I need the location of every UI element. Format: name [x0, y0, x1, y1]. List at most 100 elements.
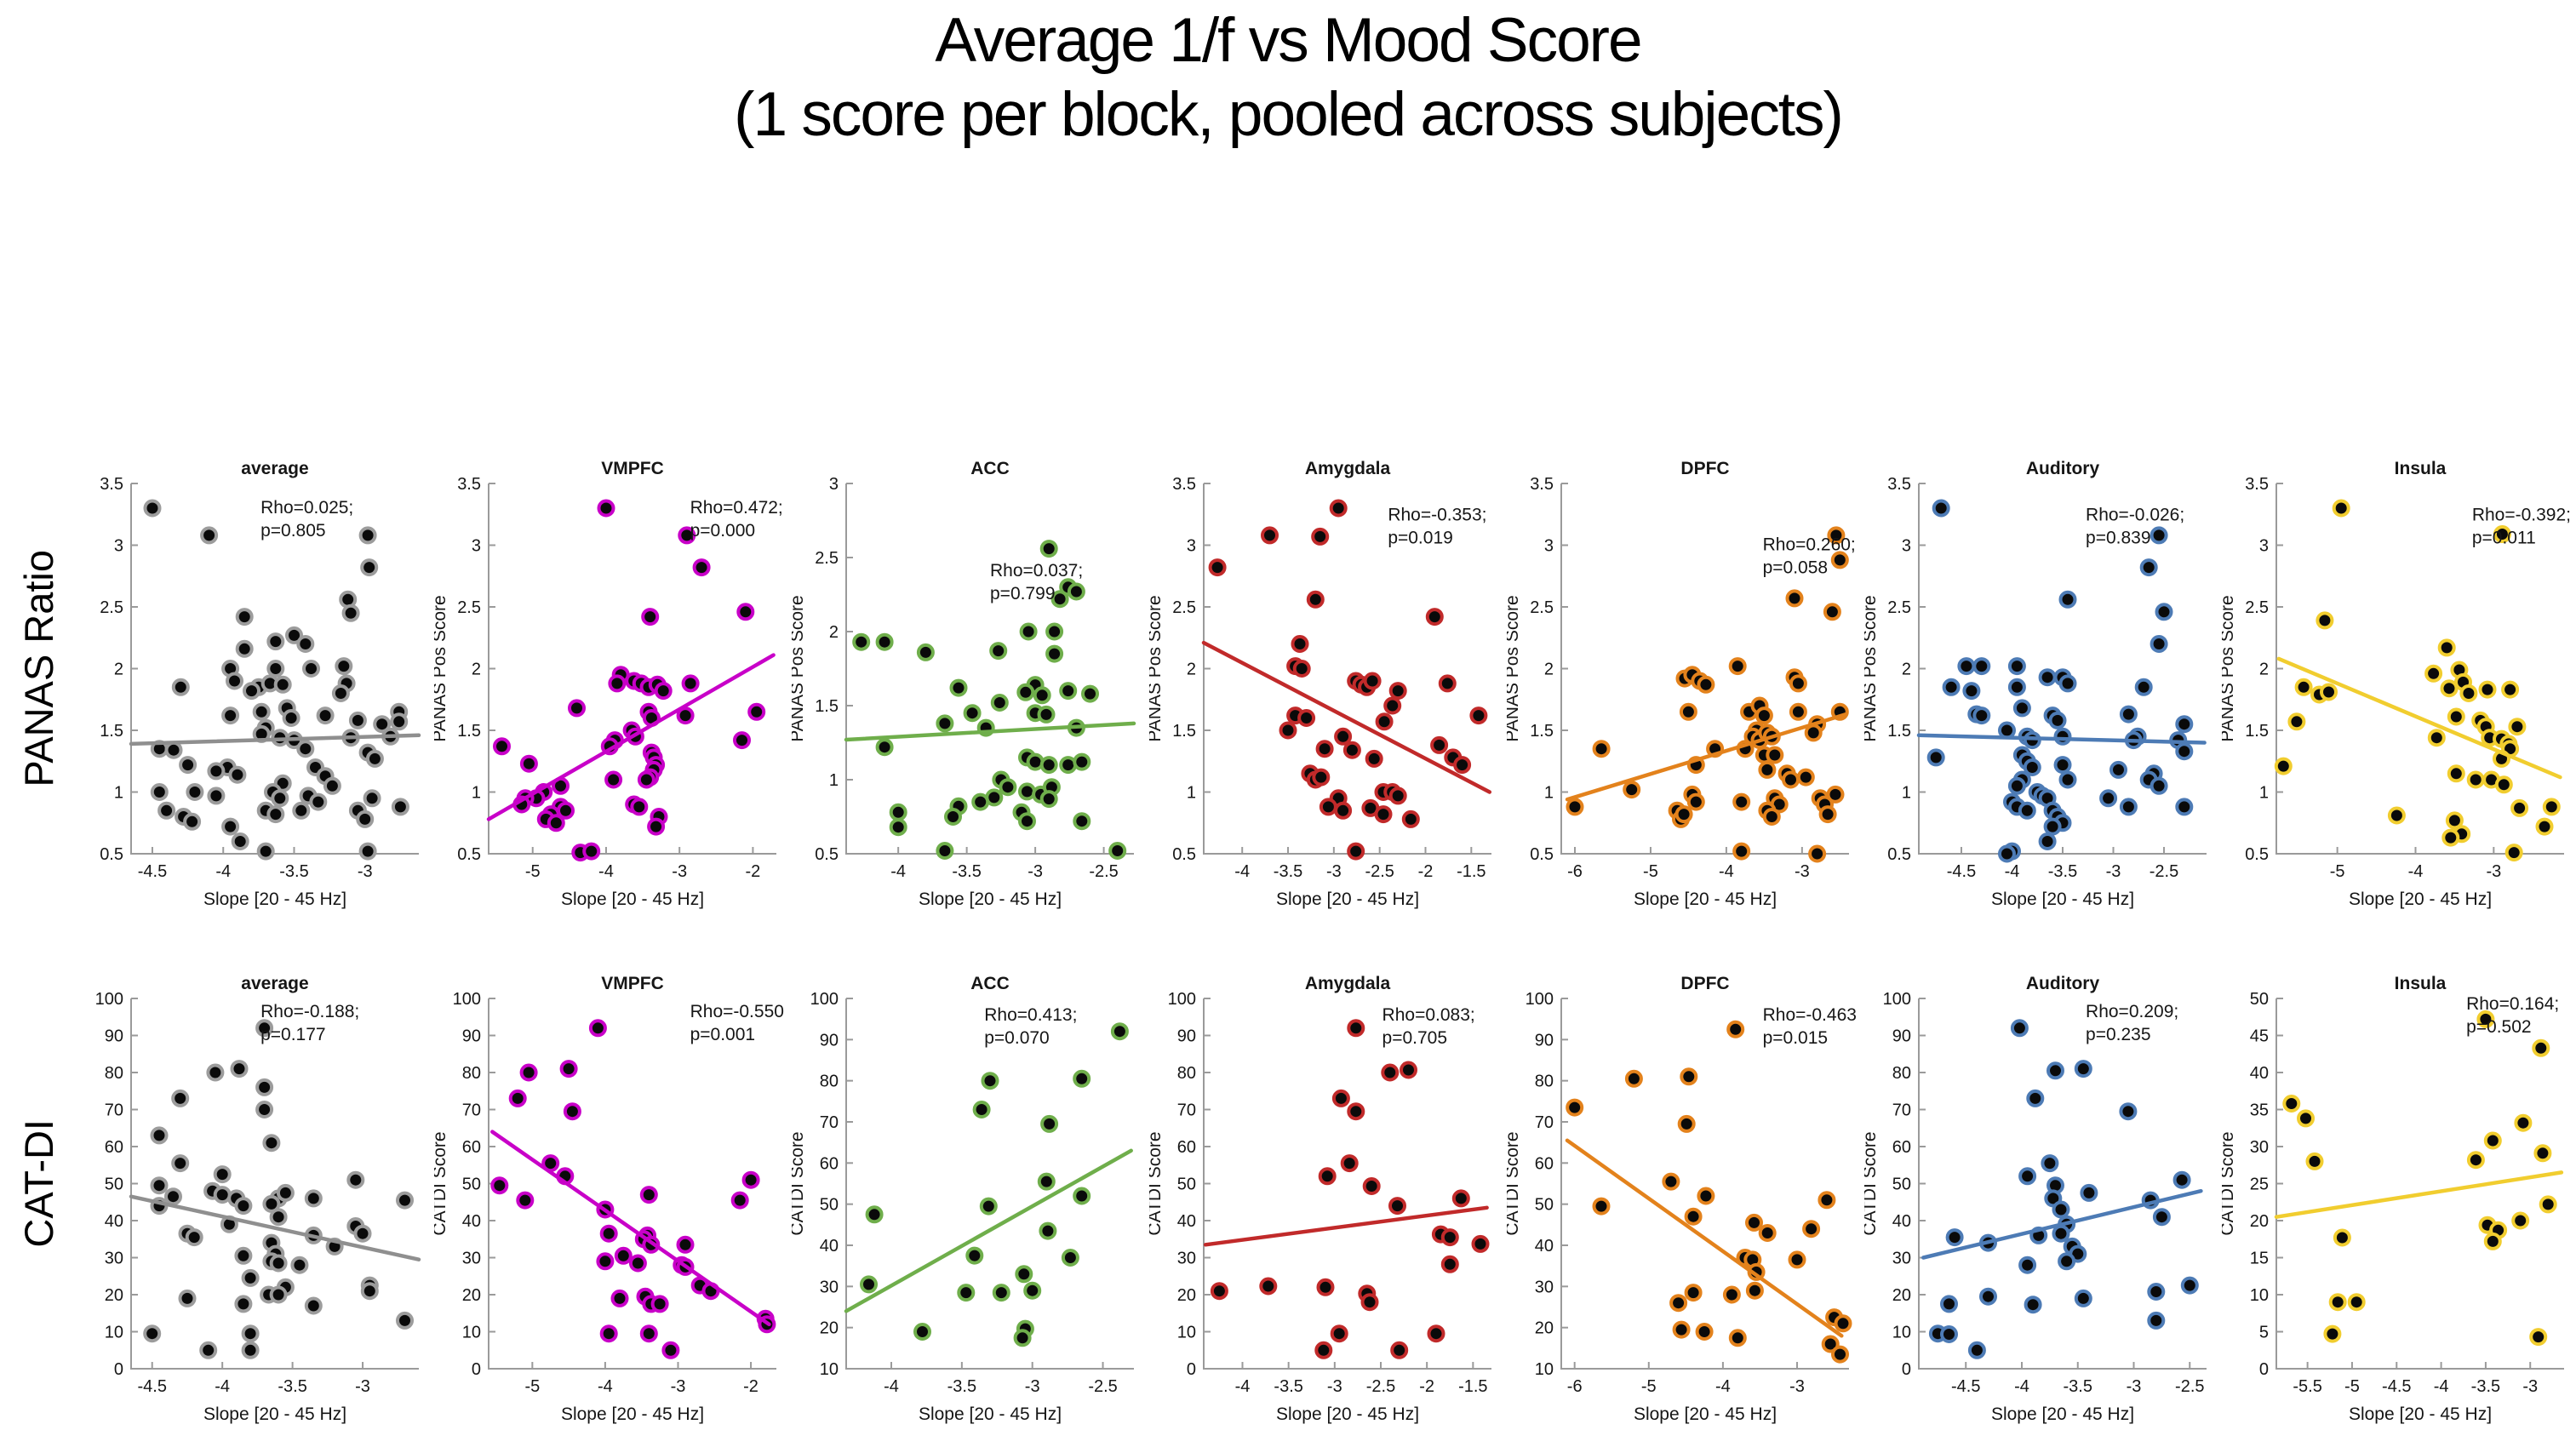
subplot-title: VMPFC — [601, 974, 664, 993]
x-axis-label: Slope [20 - 45 Hz] — [561, 890, 704, 909]
y-tick-label: 1.5 — [1887, 722, 1911, 741]
y-axis-label: PANAS Pos Score — [2222, 595, 2237, 741]
data-point — [1686, 792, 1705, 811]
y-tick-label: 60 — [1535, 1154, 1554, 1173]
data-point — [1789, 674, 1807, 693]
data-point — [1788, 1250, 1806, 1269]
y-tick-label: 0.5 — [1887, 845, 1911, 864]
subplot-acc-row0: -4 -3.5 -3 -2.5 0.5 1 1.5 2 2.5 3 ACC Slope [20 - 4… — [792, 459, 1136, 909]
data-point — [2332, 499, 2350, 518]
data-point — [353, 1224, 372, 1243]
y-tick-label: 3 — [472, 537, 481, 556]
data-point — [1940, 1325, 1958, 1343]
data-point — [282, 709, 301, 727]
scatter-points — [852, 540, 1127, 860]
data-point — [1782, 770, 1800, 789]
x-axis-label: Slope [20 - 45 Hz] — [203, 1404, 346, 1424]
y-tick-label: 1.5 — [1530, 722, 1554, 741]
y-axis-label: CATDI Score — [434, 1131, 449, 1235]
correlation-annotation: Rho=0.025; p=0.805 — [260, 498, 353, 541]
data-point — [356, 809, 375, 828]
x-tick-label: -5 — [2344, 1377, 2360, 1396]
y-tick-label: 20 — [1892, 1286, 1911, 1305]
data-point — [1067, 582, 1085, 601]
trend-line — [1921, 1188, 2203, 1260]
subplot-title: ACC — [970, 459, 1010, 478]
data-point — [1347, 842, 1365, 861]
data-point — [255, 1019, 274, 1038]
data-point — [2508, 718, 2527, 736]
x-tick-label: -2.5 — [1365, 862, 1394, 881]
data-point — [2046, 1061, 2064, 1080]
data-point — [2052, 1200, 2070, 1219]
y-tick-label: 1.5 — [457, 722, 481, 741]
y-tick-label: 80 — [1177, 1064, 1196, 1083]
y-tick-label: 5 — [2259, 1324, 2269, 1342]
data-point — [234, 1246, 253, 1265]
scatter-points — [1566, 1020, 1852, 1364]
y-tick-label: 30 — [1177, 1250, 1196, 1268]
correlation-annotation: Rho=-0.026; p=0.839 — [2086, 506, 2184, 548]
data-point — [1827, 526, 1846, 545]
x-tick-label: -3 — [1025, 1377, 1040, 1396]
y-tick-label: 0 — [114, 1360, 123, 1379]
x-tick-label: -5 — [524, 1377, 540, 1396]
data-point — [1039, 790, 1058, 809]
data-point — [647, 817, 666, 836]
data-point — [1762, 808, 1781, 826]
data-point — [519, 1063, 538, 1082]
data-point — [304, 1189, 323, 1208]
data-point — [2026, 1089, 2045, 1107]
y-tick-label: 2 — [2259, 661, 2269, 679]
data-point — [1363, 672, 1382, 690]
data-point — [363, 789, 381, 808]
x-tick-label: -3 — [1789, 1377, 1805, 1396]
x-tick-label: -3 — [355, 1377, 370, 1396]
rho-label: Rho=-0.392; — [2472, 506, 2571, 525]
data-point — [676, 1235, 695, 1254]
data-point — [989, 642, 1008, 661]
data-point — [1802, 1220, 1821, 1238]
data-point — [630, 798, 649, 816]
data-point — [1427, 1324, 1445, 1343]
data-point — [2539, 1195, 2557, 1214]
data-point — [1374, 805, 1393, 824]
x-tick-label: -6 — [1567, 862, 1583, 881]
data-point — [641, 608, 660, 626]
y-axis-label: PANAS Pos Score — [1149, 595, 1165, 741]
data-point — [2478, 680, 2497, 699]
y-axis-label: PANAS Pos Score — [1864, 595, 1880, 741]
data-point — [2147, 1283, 2166, 1301]
subplot-title: average — [241, 974, 308, 993]
y-tick-label: 0.5 — [457, 845, 481, 864]
data-point — [508, 1089, 527, 1107]
correlation-annotation: Rho=0.413; p=0.070 — [984, 1005, 1077, 1048]
y-tick-label: 40 — [1177, 1212, 1196, 1231]
y-tick-label: 10 — [820, 1360, 839, 1379]
data-point — [2483, 1232, 2502, 1250]
data-point — [944, 808, 962, 826]
data-point — [519, 754, 538, 773]
trend-line — [1565, 712, 1848, 802]
data-point — [1962, 682, 1981, 701]
x-tick-label: -4.5 — [137, 1377, 166, 1396]
data-point — [1316, 1278, 1335, 1296]
y-tick-label: 2.5 — [815, 549, 839, 568]
data-point — [1073, 752, 1091, 771]
data-point — [228, 765, 247, 784]
data-point — [2147, 1311, 2166, 1330]
data-point — [2287, 712, 2306, 731]
correlation-annotation: Rho=0.164; p=0.502 — [2466, 994, 2559, 1037]
y-tick-label: 60 — [820, 1154, 839, 1173]
data-point — [1347, 1102, 1365, 1121]
data-point — [936, 842, 954, 860]
x-tick-label: -4 — [2408, 862, 2424, 881]
y-tick-label: 100 — [453, 990, 481, 1009]
correlation-annotation: Rho=-0.188; p=0.177 — [260, 1002, 359, 1044]
data-point — [2347, 1293, 2366, 1312]
data-point — [1940, 1295, 1958, 1313]
data-point — [348, 711, 367, 729]
y-tick-label: 0.5 — [815, 845, 839, 864]
data-point — [2119, 1102, 2138, 1121]
subplot-dpfc-row0: -6 -5 -4 -3 0.5 1 1.5 2 2.5 3 3.5 DPFC Slope [20 - 4… — [1507, 459, 1856, 909]
